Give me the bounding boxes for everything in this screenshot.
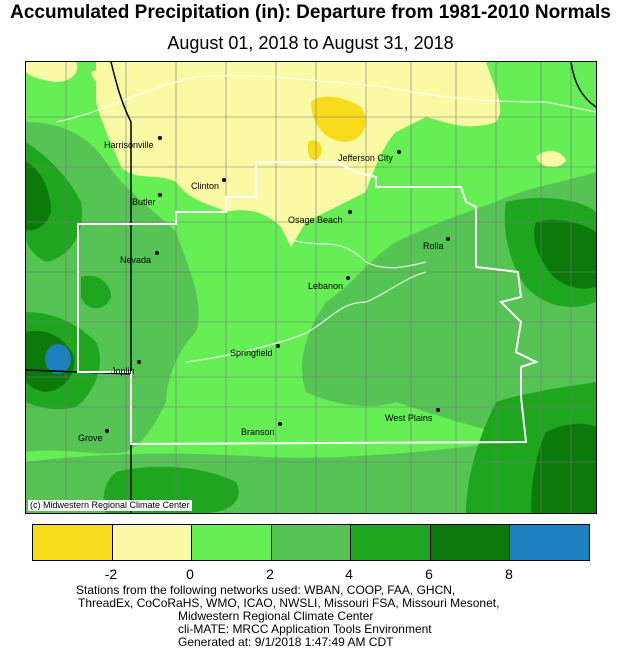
legend-swatch-6-to-8 [430,525,511,560]
rivers [55,75,596,363]
city-label: Rolla [423,241,444,251]
near-normal-region-west-spot [91,70,115,87]
city-dot [348,210,352,214]
city-label: Grove [78,433,103,443]
city-dot [105,429,109,433]
legend-swatch-0-to-2 [192,525,272,560]
legend-swatch-2-to-4 [271,525,352,560]
city-dot [158,193,162,197]
near-normal-region-nw [26,62,78,82]
map-subtitle: August 01, 2018 to August 31, 2018 [167,33,454,53]
city-label: Osage Beach [288,215,343,225]
city-markers: Harrisonville Clinton Butler Jefferson C… [78,136,450,443]
footer-line: ThreadEx, CoCoRaHS, WMO, ICAO, NWSLI, Mi… [78,596,500,610]
city-dot [346,276,350,280]
dry-region-spot-2 [307,140,322,160]
city-label: Clinton [191,181,219,191]
city-dot [397,150,401,154]
dry-region-spot-1 [311,96,366,142]
very-wet-region-west [26,142,82,262]
map-svg: Harrisonville Clinton Butler Jefferson C… [26,62,596,513]
wettest-region-west [26,162,51,231]
city-label: Nevada [120,255,151,265]
city-dot [137,360,141,364]
city-dot [222,178,226,182]
city-dot [158,136,162,140]
county-lines [26,62,596,513]
legend-tick: -2 [104,566,118,582]
legend-swatch-below-minus2 [33,525,113,560]
city-label: West Plains [385,413,433,423]
city-label: Jefferson City [338,153,393,163]
footer-line: Stations from the following networks use… [76,583,456,597]
legend-tick: 0 [186,566,194,582]
city-label: Branson [241,427,275,437]
near-normal-region-north [96,62,501,247]
color-legend [32,524,590,561]
city-label: Joplin [111,366,135,376]
city-label: Harrisonville [104,140,154,150]
wettest-region-east [534,220,596,289]
footer-line: Midwestern Regional Climate Center [178,609,374,623]
extreme-wet-spot [45,344,71,374]
legend-tick: 8 [505,566,513,582]
footer-line: cli-MATE: MRCC Application Tools Environ… [178,622,432,636]
wettest-region-southeast [531,423,596,513]
forecast-area-outline [77,161,539,446]
copyright-notice: (c) Midwestern Regional Climate Center [28,500,192,511]
legend-tick: 4 [345,566,353,582]
legend-swatch-above-8 [510,525,590,560]
legend-tick: 2 [266,566,274,582]
footer: Stations from the following networks use… [0,584,621,649]
city-label: Springfield [230,348,273,358]
city-dot [278,422,282,426]
city-dot [276,344,280,348]
legend-swatch-4-to-6 [351,525,431,560]
footer-line: Generated at: 9/1/2018 1:47:49 AM CDT [178,635,394,649]
map-title: Accumulated Precipitation (in): Departur… [10,2,611,23]
city-dot [155,251,159,255]
near-normal-region-east [536,150,566,168]
city-dot [446,237,450,241]
legend-tick: 6 [425,566,433,582]
precipitation-map: Harrisonville Clinton Butler Jefferson C… [25,61,597,514]
city-label: Lebanon [308,281,343,291]
very-wet-region-mid-sw [81,275,111,309]
legend-swatch-minus2-to-0 [112,525,193,560]
city-label: Butler [132,197,156,207]
city-dot [436,408,440,412]
